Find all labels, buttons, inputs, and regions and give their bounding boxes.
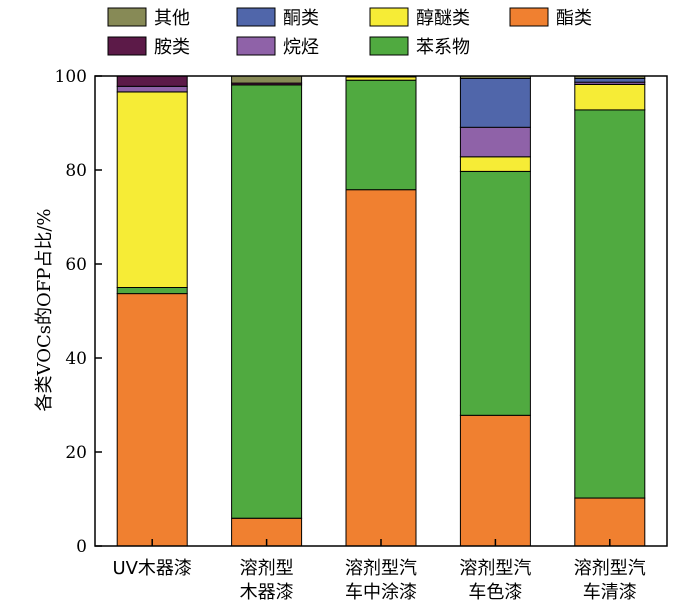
bar-segment <box>231 75 303 84</box>
x-tick-label: 车中涂漆 <box>345 582 417 603</box>
y-tick-label: 60 <box>65 255 87 275</box>
bar-segment <box>345 189 417 547</box>
y-tick-label: 20 <box>65 443 87 463</box>
x-tick-label: 溶剂型汽 <box>459 558 531 579</box>
legend-label: 其他 <box>154 8 190 29</box>
bar-segment <box>116 287 188 295</box>
legend-swatch <box>107 36 147 56</box>
x-tick-label: 溶剂型 <box>240 558 294 579</box>
bar-segment <box>459 126 531 158</box>
legend-swatch <box>236 7 276 27</box>
y-tick-label: 40 <box>65 349 87 369</box>
legend-swatch <box>107 7 147 27</box>
bar-segment <box>116 293 188 547</box>
bar-segment <box>574 109 646 499</box>
bar-segment <box>116 75 188 87</box>
legend-swatch <box>236 36 276 56</box>
x-tick-label: 车清漆 <box>583 582 637 603</box>
y-tick-label: 100 <box>55 67 87 87</box>
bar-segment <box>574 84 646 111</box>
x-tick-label: UV木器漆 <box>112 558 192 579</box>
legend-label: 胺类 <box>154 37 190 58</box>
y-axis-label: 各类VOCs的OFP占比/% <box>34 209 55 412</box>
bar-segment <box>345 79 417 191</box>
bar-segment <box>116 91 188 288</box>
x-tick-label: 木器漆 <box>240 582 294 603</box>
bar-segment <box>459 170 531 416</box>
x-tick-label: 车色漆 <box>468 582 522 603</box>
y-tick-label: 80 <box>65 161 87 181</box>
legend-label: 醇醚类 <box>416 8 470 29</box>
legend-swatch <box>369 7 409 27</box>
x-tick-label: 溶剂型汽 <box>574 558 646 579</box>
bars <box>116 75 646 547</box>
bar-segment <box>116 85 188 93</box>
bar-segment <box>459 156 531 172</box>
bar-segment <box>231 84 303 519</box>
y-tick-label: 0 <box>76 537 87 557</box>
legend-label: 苯系物 <box>416 37 470 58</box>
bar-segment <box>459 414 531 547</box>
legend-swatch <box>369 36 409 56</box>
bar-segment <box>459 77 531 128</box>
bar-segment <box>574 497 646 547</box>
legend-label: 酯类 <box>556 8 592 29</box>
legend-label: 酮类 <box>283 8 319 29</box>
x-tick-label: 溶剂型汽 <box>345 558 417 579</box>
legend-swatch <box>509 7 549 27</box>
bar-segment <box>574 77 646 83</box>
legend-label: 烷烃 <box>283 37 319 58</box>
